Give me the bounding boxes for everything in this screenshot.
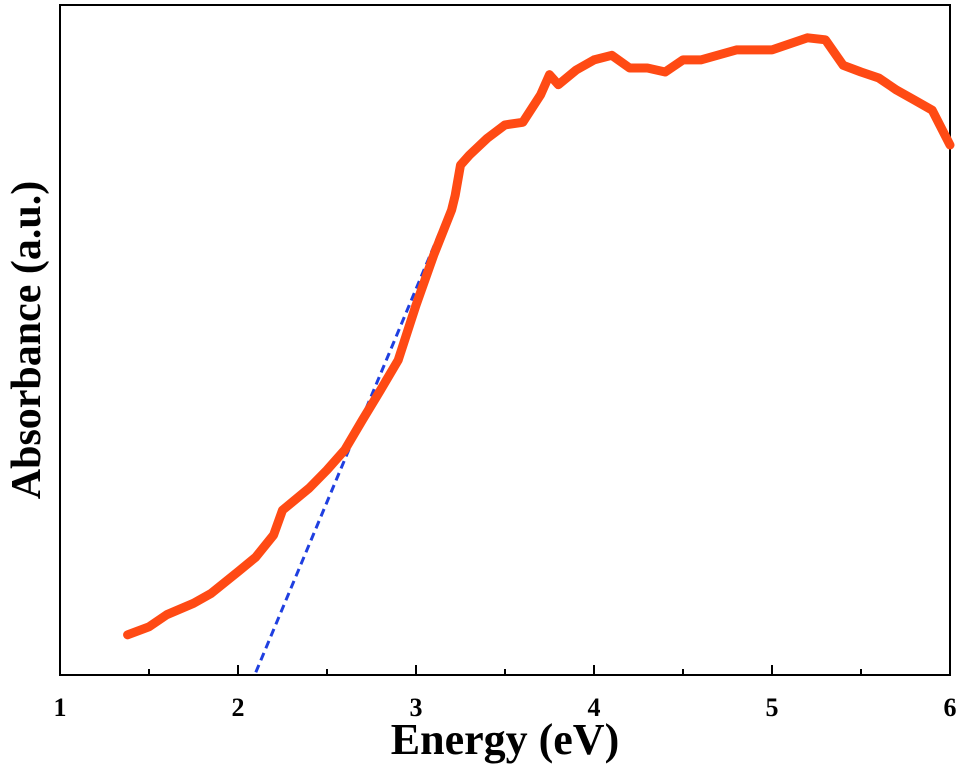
x-tick-label: 3	[410, 693, 423, 722]
plot-frame	[59, 4, 951, 676]
x-tick-label: 5	[766, 693, 779, 722]
fit-line	[254, 194, 457, 673]
y-axis-label: Absorbance (a.u.)	[4, 181, 50, 500]
x-tick-label: 2	[232, 693, 245, 722]
absorbance-curve	[123, 33, 955, 640]
x-tick-label: 4	[588, 693, 601, 722]
x-axis-label: Energy (eV)	[391, 715, 620, 764]
x-tick-label: 6	[944, 693, 957, 722]
x-tick-label: 1	[54, 693, 67, 722]
